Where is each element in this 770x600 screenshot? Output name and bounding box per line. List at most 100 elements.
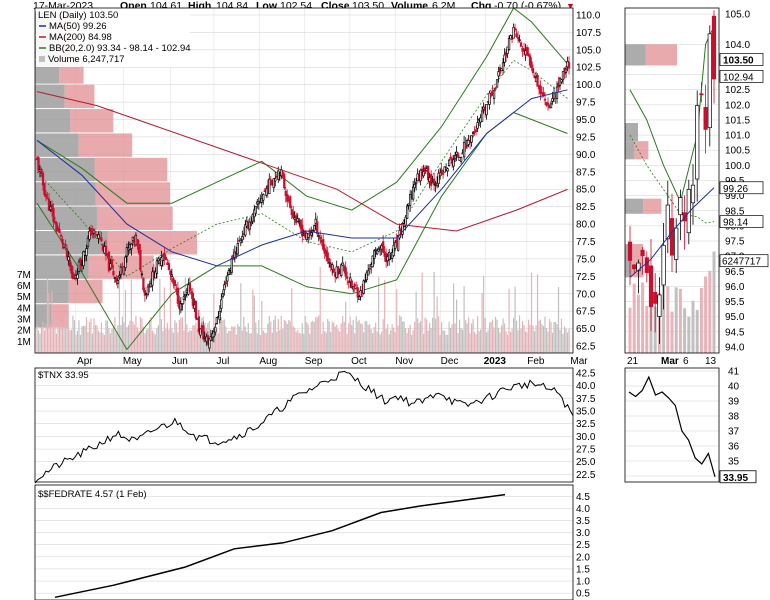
volume-bar — [147, 328, 149, 353]
price-candle-body — [437, 172, 440, 184]
volume-bar — [382, 319, 384, 353]
price-candle-body — [367, 270, 370, 276]
price-candle-body — [337, 266, 340, 275]
volume-bar — [476, 316, 479, 353]
volume-bar — [142, 326, 144, 353]
mini-tick-label: 96.0 — [725, 282, 745, 293]
price-candle-body — [316, 221, 319, 235]
volume-bar — [424, 317, 426, 353]
mini-volume-bar — [678, 288, 682, 353]
volume-bar — [503, 323, 506, 353]
mini-tick-label: 104.0 — [725, 40, 750, 51]
price-candle-body — [125, 247, 129, 257]
price-candle-body — [100, 237, 103, 242]
month-tick-label: Apr — [77, 356, 93, 367]
volume-bar — [388, 334, 390, 353]
price-candle-body — [173, 280, 177, 286]
ma200-line — [36, 91, 568, 232]
price-candle-body — [214, 326, 217, 333]
volume-profile-up-bar — [35, 133, 79, 157]
volume-bar — [45, 323, 47, 353]
volume-bar — [282, 328, 284, 353]
tnx-tick-label: 40.0 — [576, 381, 596, 392]
mini-candle-body — [653, 292, 658, 304]
price-tick-label: 110.0 — [576, 10, 601, 21]
volume-bar — [438, 316, 440, 353]
volume-bar — [319, 266, 321, 353]
volume-bar — [303, 333, 305, 353]
price-candle-body — [43, 182, 46, 195]
volume-bar — [208, 320, 210, 353]
volume-bar — [238, 326, 240, 353]
volume-bar — [300, 333, 302, 353]
volume-bar — [124, 290, 127, 353]
mini-tick-label: 95.5 — [725, 297, 745, 308]
volume-bar — [462, 329, 464, 353]
volume-profile-down-bar — [95, 182, 170, 206]
volume-bar — [376, 331, 378, 353]
volume-bar — [67, 326, 70, 353]
volume-bar — [331, 321, 333, 353]
volume-bar — [420, 321, 422, 353]
volume-bar — [487, 329, 489, 353]
price-candle-body — [226, 275, 229, 282]
price-candle-body — [492, 90, 496, 99]
volume-bar — [500, 325, 503, 353]
price-candle-body — [274, 178, 277, 182]
tnx-mini-tick-label: 37 — [728, 427, 740, 438]
mini-volume-bar — [687, 316, 691, 353]
mini-volume-bar — [666, 286, 670, 353]
volume-bar — [505, 331, 507, 353]
volume-bar — [199, 335, 201, 353]
volume-bar — [481, 292, 483, 353]
price-candle-body — [432, 178, 436, 186]
volume-bar — [295, 331, 297, 353]
mini-volume-price-box — [719, 254, 769, 268]
volume-bar — [111, 329, 113, 353]
price-candle-body — [58, 228, 61, 233]
volume-bar — [129, 320, 131, 353]
volume-tick-label: 3M — [17, 314, 31, 325]
month-tick-label: Aug — [259, 356, 277, 367]
volume-bar — [136, 327, 139, 353]
price-candle-body — [352, 286, 355, 290]
volume-bar — [444, 330, 446, 353]
volume-bar — [478, 330, 480, 353]
volume-tick-label: 2M — [17, 326, 31, 337]
price-candle-body — [151, 271, 154, 286]
volume-bar — [545, 328, 548, 353]
volume-bar — [240, 283, 242, 353]
volume-bar — [217, 333, 219, 353]
price-candle-body — [371, 255, 374, 268]
price-tick-label: 75.0 — [576, 254, 596, 265]
volume-tick-label: 5M — [17, 292, 31, 303]
price-candle-body — [221, 293, 224, 298]
volume-bar — [334, 326, 336, 353]
price-candle-body — [314, 218, 317, 224]
volume-bar — [390, 330, 392, 353]
volume-bar — [367, 324, 369, 353]
price-candle-body — [501, 62, 505, 71]
mini-candle-body — [690, 184, 696, 204]
volume-bar — [554, 321, 557, 353]
volume-bar — [43, 330, 46, 353]
price-candle-body — [519, 42, 523, 47]
price-tick-label: 65.0 — [576, 324, 596, 335]
volume-bar — [186, 324, 188, 353]
fedrate-tick-label: 4.0 — [576, 504, 590, 515]
price-tick-label: 107.5 — [576, 28, 601, 39]
volume-bar — [457, 333, 459, 353]
mini-tick-label: 102.0 — [725, 100, 750, 111]
fedrate-panel-frame — [34, 484, 574, 600]
price-candle-body — [449, 156, 452, 160]
price-candle-body — [191, 293, 195, 306]
volume-bar — [96, 325, 98, 353]
mini-bb-upper-price-box — [719, 70, 764, 83]
volume-bar — [488, 322, 491, 353]
volume-bar — [72, 315, 74, 353]
volume-bar — [547, 331, 549, 353]
volume-bar — [246, 331, 248, 353]
volume-bar — [153, 332, 155, 353]
volume-bar — [261, 300, 263, 353]
volume-bar — [229, 331, 231, 353]
